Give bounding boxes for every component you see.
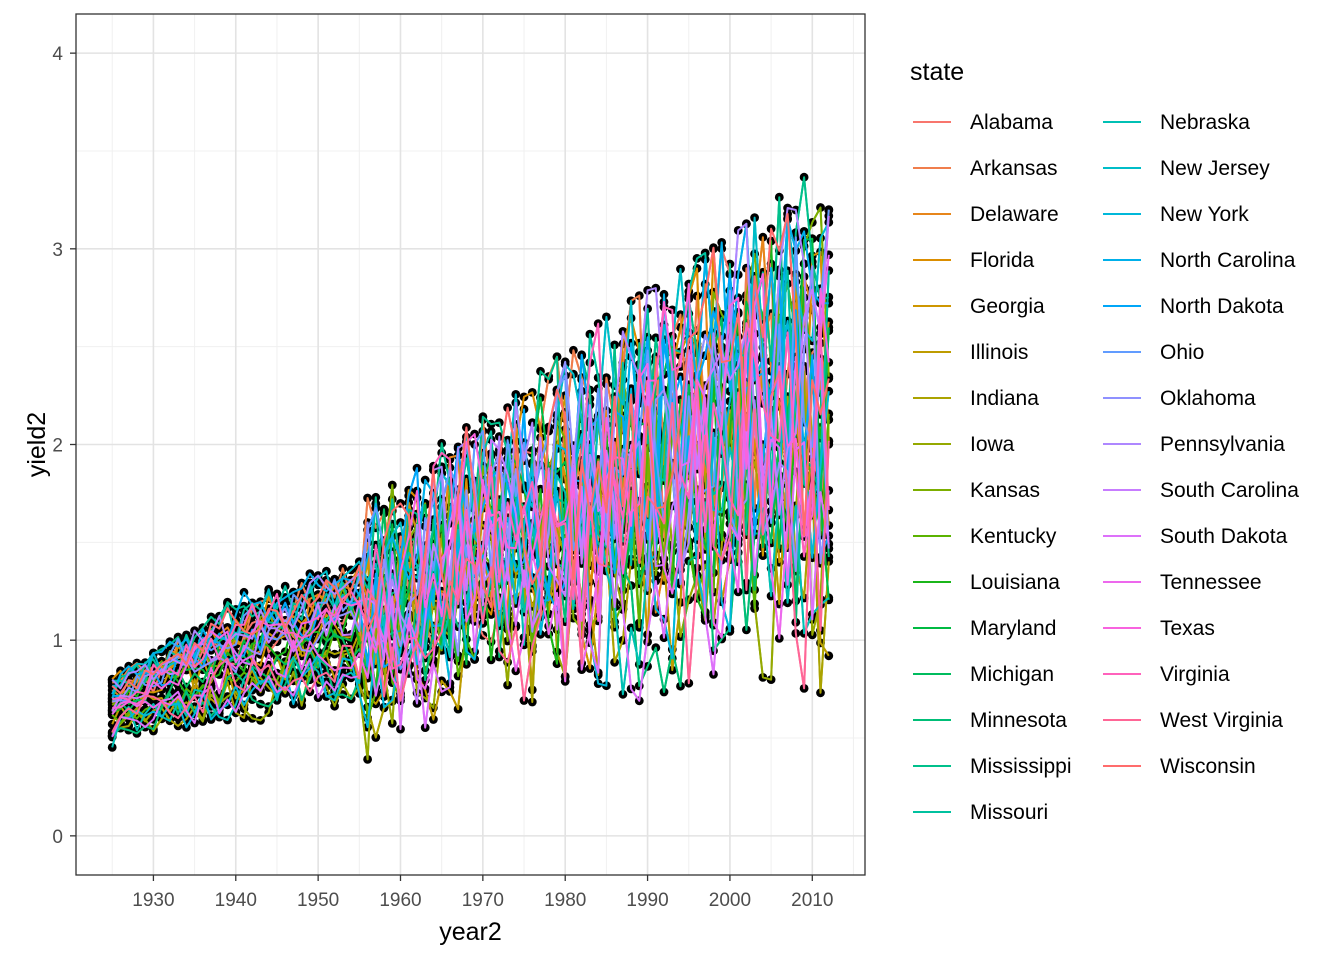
legend-label: Iowa — [970, 433, 1015, 456]
series-line-wisconsin — [111, 213, 830, 695]
series-line-west-virginia — [111, 370, 830, 733]
x-axis-label: year2 — [439, 918, 502, 946]
legend-label: Tennessee — [1160, 571, 1262, 594]
legend-label: Illinois — [970, 341, 1028, 364]
legend-label: Georgia — [970, 295, 1045, 318]
x-tick-label: 1950 — [297, 890, 339, 911]
legend-label: Pennsylvania — [1160, 433, 1285, 456]
legend-label: Texas — [1160, 617, 1215, 640]
legend-label: Wisconsin — [1160, 755, 1256, 778]
y-tick-label: 2 — [52, 436, 63, 457]
legend: state Alabama Arkansas Delaware Florida Georg… — [910, 58, 1299, 824]
legend-label: Ohio — [1160, 341, 1204, 364]
legend-label: Indiana — [970, 387, 1039, 410]
x-tick-label: 1940 — [215, 890, 257, 911]
y-tick-label: 4 — [52, 44, 63, 65]
legend-title: state — [910, 58, 964, 86]
series-line-virginia — [111, 306, 830, 701]
legend-label: South Carolina — [1160, 479, 1299, 502]
legend-label: Arkansas — [970, 157, 1058, 180]
legend-label: Missouri — [970, 801, 1048, 824]
y-axis-label: yield2 — [23, 412, 51, 477]
legend-label: Virginia — [1160, 663, 1230, 686]
legend-label: Kentucky — [970, 525, 1057, 548]
legend-label: Mississippi — [970, 755, 1072, 778]
y-tick-label: 3 — [52, 240, 63, 261]
legend-label: Louisiana — [970, 571, 1060, 594]
legend-label: New York — [1160, 203, 1249, 226]
legend-label: Michigan — [970, 663, 1054, 686]
y-tick-label: 1 — [52, 631, 63, 652]
legend-label: Kansas — [970, 479, 1040, 502]
x-tick-label: 1990 — [626, 890, 668, 911]
series-line-north-dakota — [112, 273, 830, 702]
legend-label: South Dakota — [1160, 525, 1288, 548]
x-tick-label: 2010 — [791, 890, 833, 911]
legend-label: Maryland — [970, 617, 1056, 640]
series-line-south-dakota — [111, 401, 830, 738]
legend-label: North Dakota — [1160, 295, 1284, 318]
legend-label: Florida — [970, 249, 1035, 272]
series-line-tennessee — [111, 254, 830, 715]
axes: 1930 1940 1950 1960 1970 1980 1990 2000 2010 0 1 2 3… — [23, 44, 833, 946]
legend-label: West Virginia — [1160, 709, 1283, 732]
legend-label: Alabama — [970, 111, 1053, 134]
legend-label: North Carolina — [1160, 249, 1296, 272]
legend-label: Oklahoma — [1160, 387, 1256, 410]
legend-label: New Jersey — [1160, 157, 1270, 180]
x-tick-label: 1960 — [379, 890, 421, 911]
y-tick-label: 0 — [52, 827, 63, 848]
points-layer — [107, 172, 834, 764]
legend-label: Nebraska — [1160, 111, 1250, 134]
x-tick-label: 1930 — [132, 890, 174, 911]
legend-label: Minnesota — [970, 709, 1067, 732]
x-tick-label: 1970 — [462, 890, 504, 911]
x-tick-label: 2000 — [709, 890, 751, 911]
x-tick-label: 1980 — [544, 890, 586, 911]
legend-label: Delaware — [970, 203, 1059, 226]
